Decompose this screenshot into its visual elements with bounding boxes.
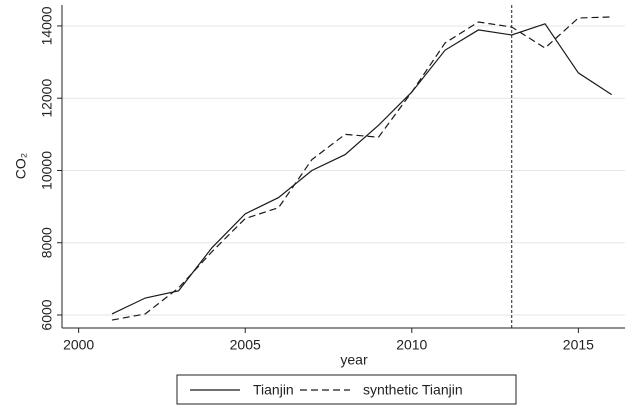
y-tick-label: 10000 xyxy=(39,151,55,190)
x-tick-label: 2010 xyxy=(396,337,427,353)
y-tick-label: 8000 xyxy=(39,227,55,258)
y-tick-label: 12000 xyxy=(39,79,55,118)
y-tick-label: 6000 xyxy=(39,299,55,330)
y-tick-label: 14000 xyxy=(39,6,55,45)
y-axis-label: CO₂ xyxy=(13,153,29,179)
legend-label: synthetic Tianjin xyxy=(363,382,463,398)
legend-label: Tianjin xyxy=(253,382,294,398)
x-tick-label: 2015 xyxy=(563,337,594,353)
x-tick-label: 2000 xyxy=(63,337,94,353)
series-line xyxy=(111,23,613,315)
x-axis-label: year xyxy=(340,352,368,368)
series-line xyxy=(111,16,612,321)
x-tick-label: 2005 xyxy=(230,337,261,353)
